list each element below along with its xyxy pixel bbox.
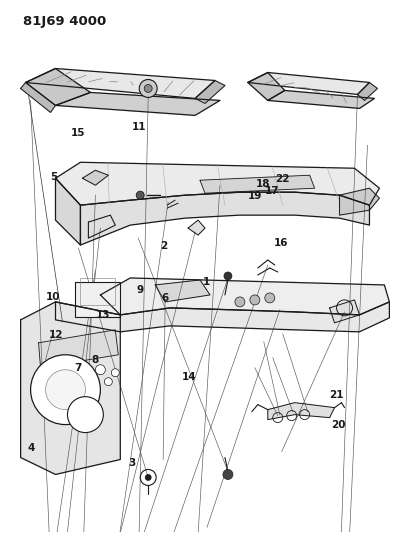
Circle shape [224,272,232,280]
Polygon shape [81,192,370,245]
Polygon shape [55,92,220,116]
Circle shape [250,295,260,305]
Text: 16: 16 [273,238,288,247]
Polygon shape [55,302,389,332]
Text: 10: 10 [46,292,61,302]
Text: 4: 4 [28,443,35,453]
Text: 3: 3 [129,458,136,468]
Polygon shape [268,91,375,108]
Polygon shape [195,80,225,103]
Polygon shape [339,188,380,215]
Polygon shape [358,83,377,100]
Circle shape [265,293,275,303]
Polygon shape [21,302,120,474]
Circle shape [31,355,100,425]
Text: 22: 22 [275,174,290,184]
Polygon shape [55,178,81,245]
Polygon shape [155,280,210,302]
Text: 19: 19 [248,191,262,201]
Circle shape [95,365,105,375]
Text: 81J69 4000: 81J69 4000 [23,15,106,28]
Text: 9: 9 [136,286,143,295]
Text: 8: 8 [91,354,98,365]
Polygon shape [330,300,359,323]
Polygon shape [100,278,389,315]
Circle shape [235,297,245,307]
Polygon shape [55,162,380,205]
Circle shape [144,84,152,92]
Text: 11: 11 [131,122,146,132]
Text: 21: 21 [329,390,343,400]
Polygon shape [26,69,90,106]
Text: 15: 15 [71,127,85,138]
Polygon shape [248,72,285,100]
Text: 20: 20 [331,420,345,430]
Text: 2: 2 [160,241,167,251]
Text: 1: 1 [203,278,210,287]
Polygon shape [268,402,335,419]
Circle shape [112,369,119,377]
Bar [76,282,120,317]
Bar [81,278,115,305]
Circle shape [145,474,151,480]
Polygon shape [83,170,108,185]
Circle shape [136,191,144,199]
Polygon shape [38,330,118,368]
Polygon shape [188,220,205,235]
Polygon shape [26,69,215,99]
Text: 13: 13 [95,310,110,320]
Text: 5: 5 [50,172,57,182]
Circle shape [139,79,157,98]
Circle shape [67,397,103,433]
Polygon shape [200,175,315,193]
Polygon shape [248,72,370,94]
Text: 14: 14 [182,372,197,382]
Text: 7: 7 [74,362,82,373]
Circle shape [223,470,233,480]
Polygon shape [88,215,115,238]
Circle shape [104,378,112,386]
Text: 12: 12 [49,329,64,340]
Text: 18: 18 [256,179,271,189]
Text: 6: 6 [162,293,169,303]
Circle shape [45,370,85,410]
Text: 17: 17 [265,186,280,196]
Polygon shape [21,83,55,112]
